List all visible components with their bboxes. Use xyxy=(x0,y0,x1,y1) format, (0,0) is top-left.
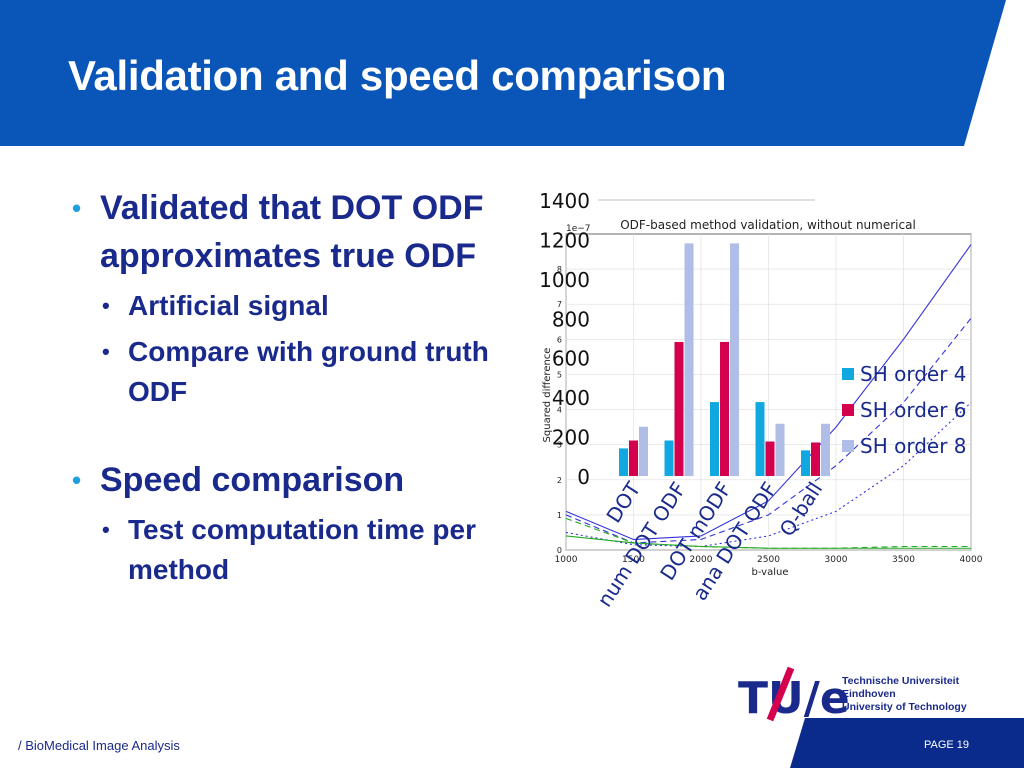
legend-swatch xyxy=(842,368,854,380)
legend-label: SH order 6 xyxy=(860,398,967,422)
line-chart-scale-note: 1e−7 xyxy=(566,224,591,234)
bar-1-2 xyxy=(684,243,694,476)
footer-course: / BioMedical Image Analysis xyxy=(18,738,180,753)
line-series-4 xyxy=(565,517,971,549)
bar-ytick-label: 600 xyxy=(552,347,590,371)
bar-ytick-label: 400 xyxy=(552,386,590,410)
slide-title: Validation and speed comparison xyxy=(68,52,727,99)
line-ytick-label: 3 xyxy=(557,441,562,450)
line-ytick-label: 5 xyxy=(557,370,562,379)
bar-3-1 xyxy=(765,441,775,476)
line-xtick-label: 2000 xyxy=(690,555,713,565)
tue-logo-slash xyxy=(766,666,795,722)
line-xtick-label: 3500 xyxy=(892,555,915,565)
bar-4-1 xyxy=(811,442,820,476)
line-ytick-label: 8 xyxy=(557,265,562,274)
logo-line-2: Eindhoven xyxy=(842,688,896,700)
bar-1-0 xyxy=(664,440,674,476)
line-ytick-label: 2 xyxy=(557,476,562,485)
legend-swatch xyxy=(842,440,854,452)
bar-ytick-label: 1200 xyxy=(539,228,590,252)
sub-bullet-artificial-signal: Artificial signal xyxy=(70,286,500,326)
line-chart-xlabel: b-value xyxy=(751,567,788,578)
line-chart-ylabel: Squared difference xyxy=(542,348,553,443)
line-xtick-label: 3000 xyxy=(825,555,848,565)
line-ytick-label: 6 xyxy=(557,335,562,344)
bar-4-2 xyxy=(821,423,830,476)
bar-0-2 xyxy=(639,426,648,476)
line-xtick-label: 1000 xyxy=(555,555,578,565)
bar-3-0 xyxy=(755,402,765,476)
bar-ytick-label: 1400 xyxy=(539,189,590,213)
tue-logo: TU/e xyxy=(738,666,850,724)
legend-label: SH order 4 xyxy=(860,362,967,386)
bar-0-1 xyxy=(629,440,638,476)
bullet-list: Validated that DOT ODF approximates true… xyxy=(70,184,500,590)
tue-logo-mark: TU/e xyxy=(738,673,850,724)
line-ytick-label: 7 xyxy=(557,300,562,309)
bar-2-0 xyxy=(710,402,719,476)
footer-band xyxy=(790,718,1024,768)
bar-1-1 xyxy=(674,341,684,476)
line-ytick-label: 0 xyxy=(557,546,562,555)
bar-0-0 xyxy=(619,448,628,476)
bar-ytick-label: 200 xyxy=(552,426,590,450)
line-series-0 xyxy=(565,244,972,541)
line-chart-title: ODF-based method validation, without num… xyxy=(620,218,916,232)
line-ytick-label: 4 xyxy=(557,406,562,415)
line-xtick-label: 1500 xyxy=(622,555,645,565)
bar-3-2 xyxy=(775,423,785,476)
bar-ytick-label: 0 xyxy=(577,465,590,489)
logo-line-1: Technische Universiteit xyxy=(842,675,960,687)
line-xtick-label: 2500 xyxy=(757,555,780,565)
header-band xyxy=(0,0,1006,146)
bar-4-0 xyxy=(801,450,810,476)
sub-bullet-ground-truth: Compare with ground truth ODF xyxy=(70,332,500,412)
legend-swatch xyxy=(842,404,854,416)
page-number: PAGE 19 xyxy=(924,739,970,751)
bar-2-2 xyxy=(730,243,739,476)
bar-ytick-label: 1000 xyxy=(539,268,590,292)
legend-label: SH order 8 xyxy=(860,434,967,458)
bar-2-1 xyxy=(720,341,729,476)
bullet-validation: Validated that DOT ODF approximates true… xyxy=(70,184,500,280)
bar-ytick-label: 800 xyxy=(552,307,590,331)
line-xtick-label: 4000 xyxy=(960,555,983,565)
sub-bullet-computation-time: Test computation time per method xyxy=(70,510,500,590)
line-ytick-label: 1 xyxy=(557,511,562,520)
logo-line-3: University of Technology xyxy=(842,701,967,713)
bullet-speed-comparison: Speed comparison xyxy=(70,456,500,504)
